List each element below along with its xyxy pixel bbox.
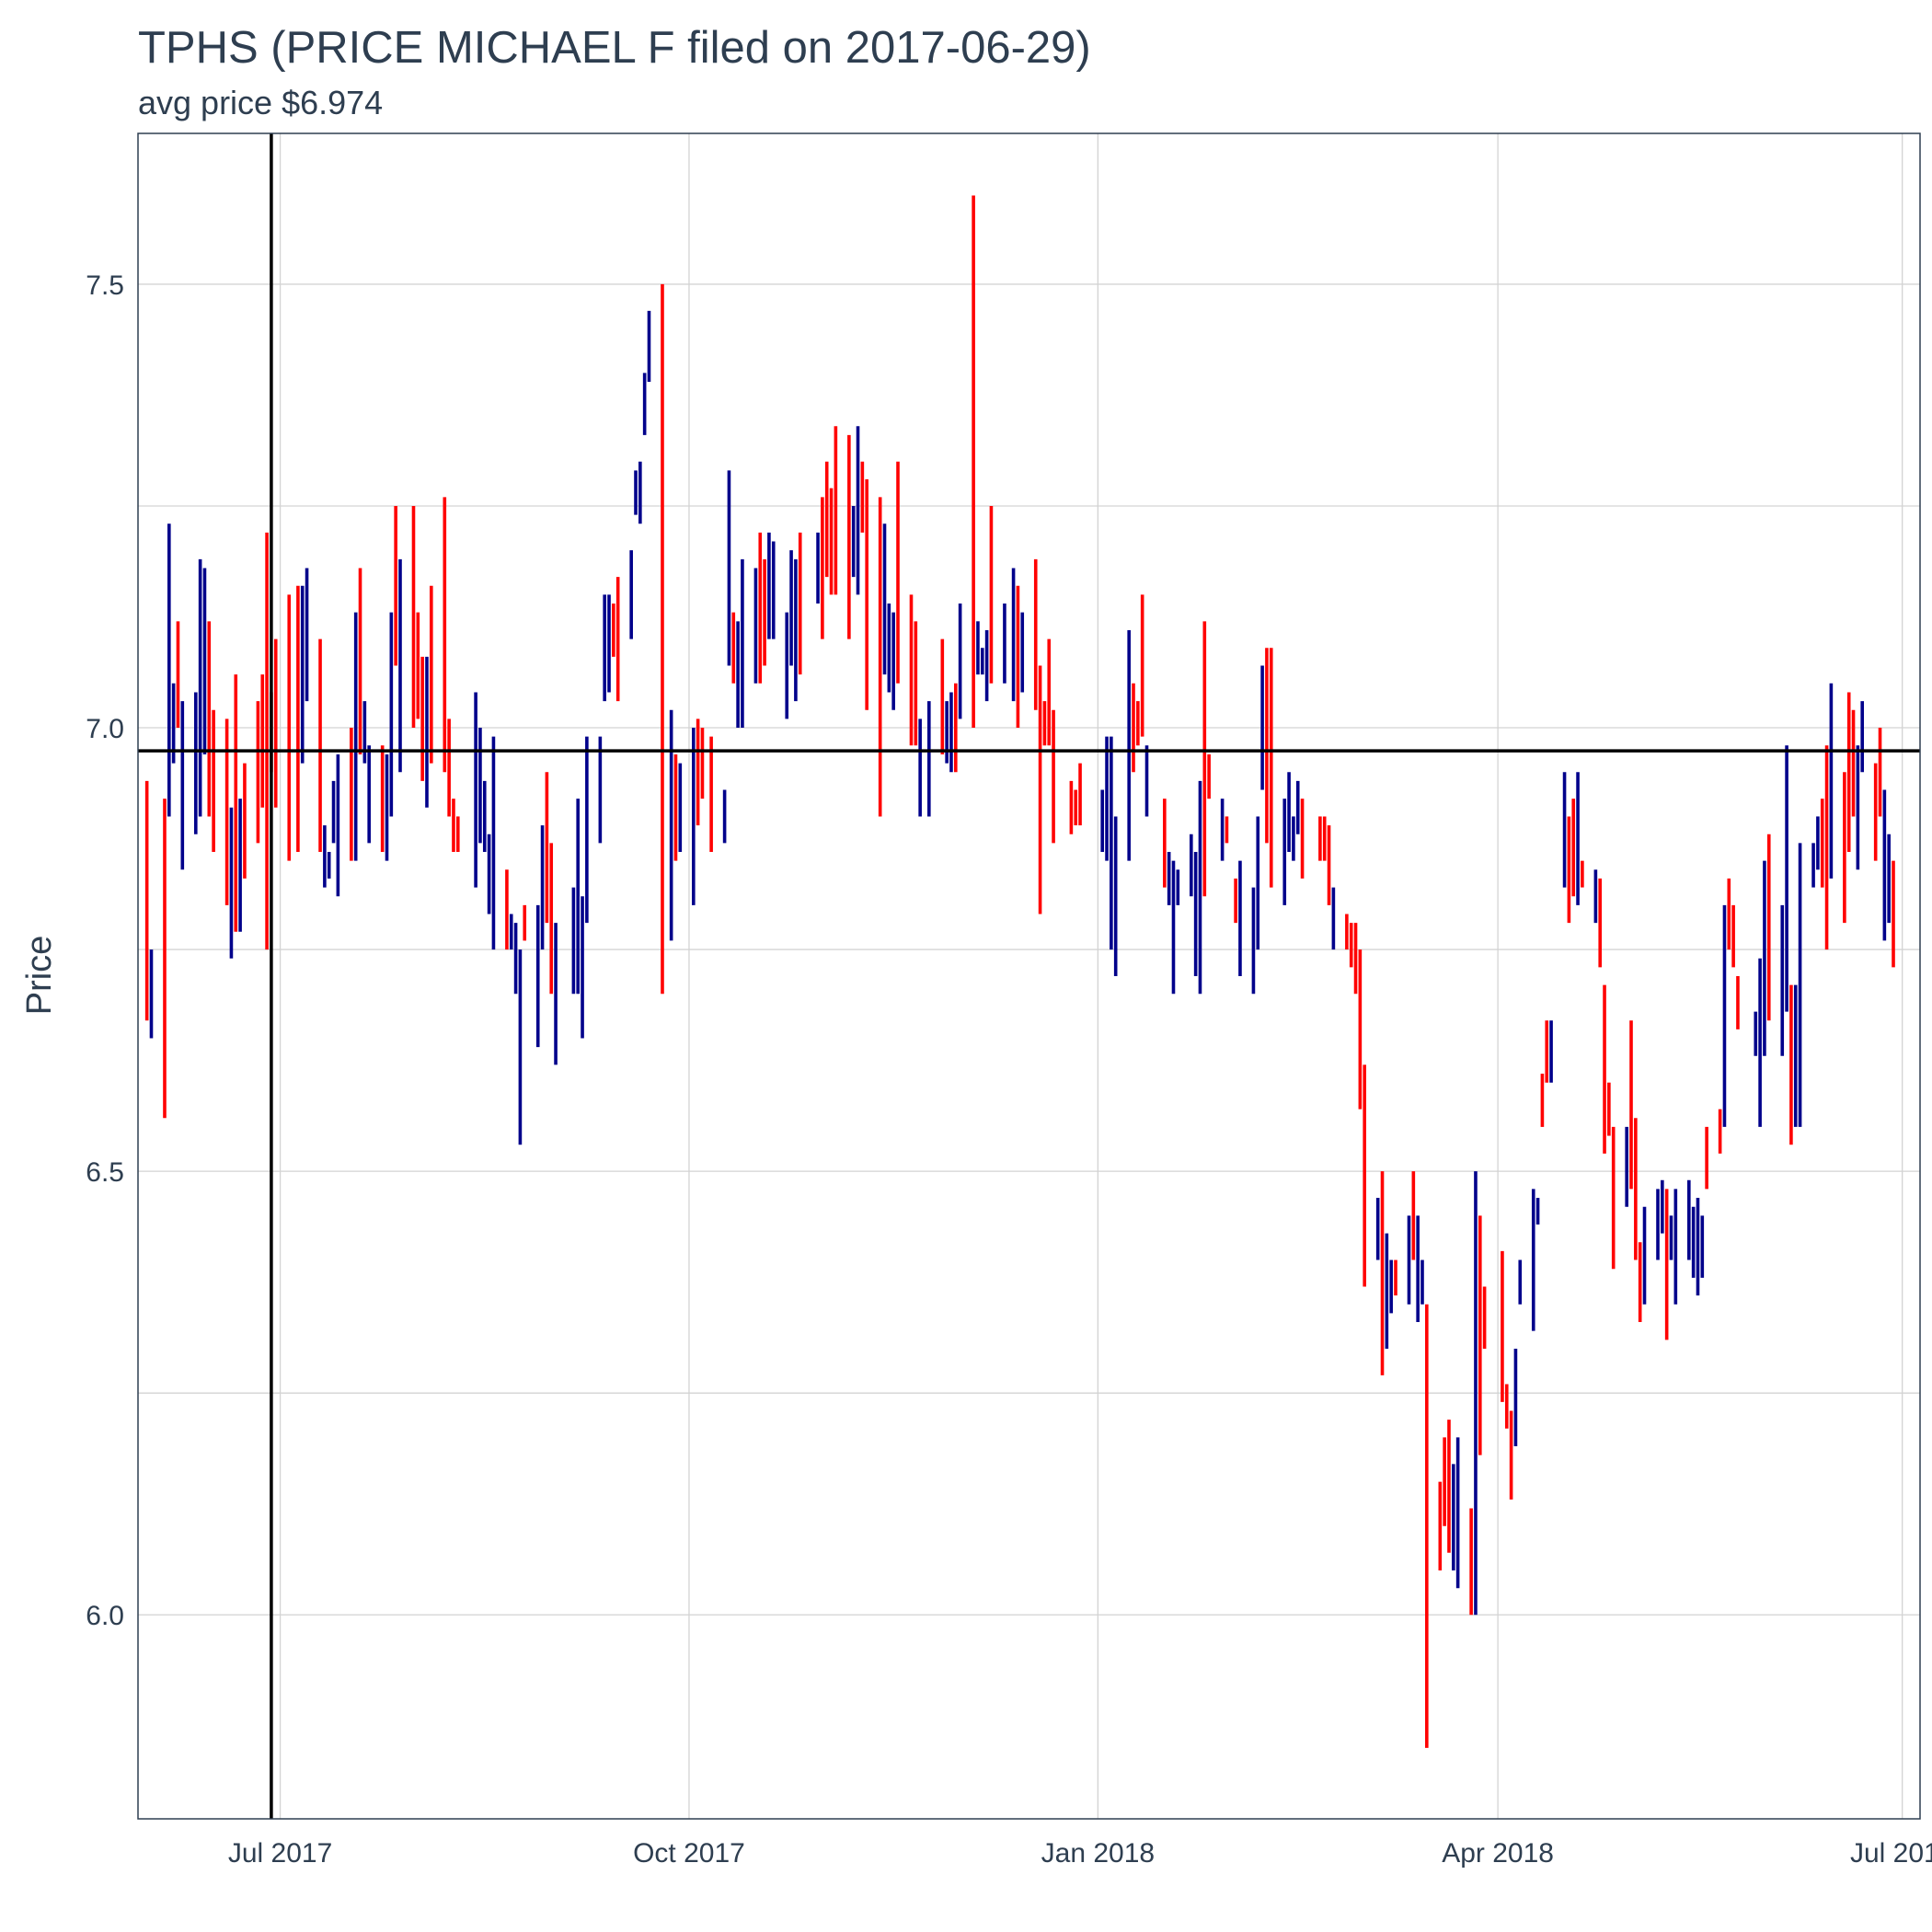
x-tick-label: Jul 2017 xyxy=(228,1838,332,1869)
x-tick-labels: Jul 2017 Oct 2017 Jan 2018 Apr 2018 Jul 2018 xyxy=(228,1838,1932,1869)
y-tick-label: 7.5 xyxy=(86,270,124,301)
x-tick-label: Apr 2018 xyxy=(1442,1838,1554,1869)
y-tick-label: 6.0 xyxy=(86,1601,124,1631)
y-tick-labels: 6.0 6.5 7.0 7.5 xyxy=(86,270,124,1631)
x-tick-label: Jul 2018 xyxy=(1850,1838,1932,1869)
x-tick-label: Jan 2018 xyxy=(1041,1838,1155,1869)
x-tick-label: Oct 2017 xyxy=(633,1838,745,1869)
grid-lines xyxy=(138,133,1920,1819)
price-bars xyxy=(144,195,1895,1748)
y-tick-label: 6.5 xyxy=(86,1157,124,1188)
chart-subtitle: avg price $6.974 xyxy=(138,84,383,121)
y-tick-label: 7.0 xyxy=(86,714,124,744)
plot-panel-border xyxy=(137,132,1921,1820)
y-axis-title: Price xyxy=(20,936,59,1016)
chart-title: TPHS (PRICE MICHAEL F filed on 2017-06-2… xyxy=(138,23,1091,73)
reference-lines xyxy=(138,133,1920,1819)
